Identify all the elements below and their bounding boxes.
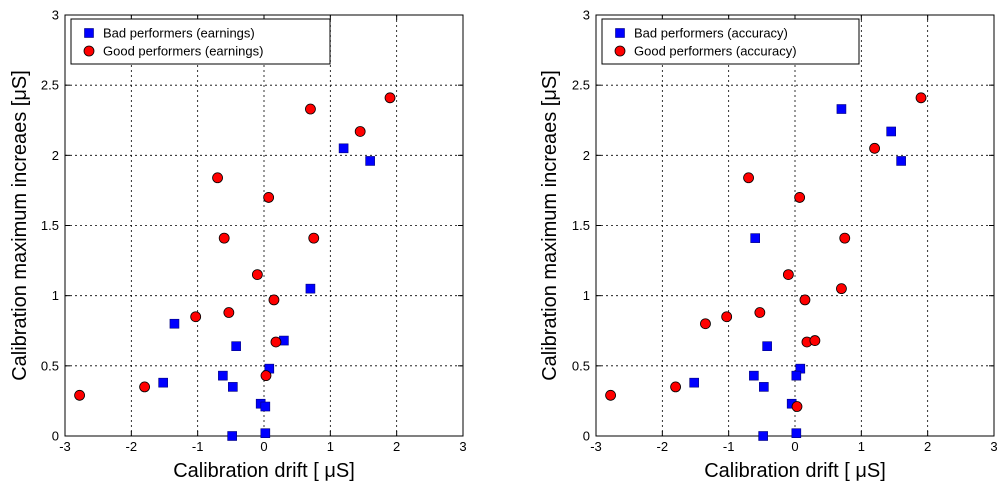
data-point-square bbox=[758, 431, 768, 441]
data-point-circle bbox=[74, 389, 85, 401]
x-tick-label: -1 bbox=[723, 439, 735, 454]
data-point-square bbox=[260, 401, 271, 412]
x-tick-label: 2 bbox=[393, 439, 400, 454]
y-tick-label: 2 bbox=[583, 148, 590, 163]
data-point-circle bbox=[605, 389, 616, 401]
legend-box bbox=[601, 18, 860, 65]
data-point-square bbox=[689, 377, 699, 388]
legend-entry-label: Good performers (earnings) bbox=[103, 44, 263, 59]
data-point-circle bbox=[270, 336, 282, 348]
data-point-square bbox=[791, 370, 802, 381]
data-point-circle bbox=[354, 126, 366, 137]
data-point-circle bbox=[223, 307, 235, 318]
data-point-circle bbox=[809, 335, 821, 346]
data-point-square bbox=[836, 104, 847, 114]
data-point-square bbox=[227, 431, 237, 441]
x-tick-label: 1 bbox=[858, 439, 865, 454]
data-point-square bbox=[260, 428, 271, 438]
y-tick-label: 1.5 bbox=[41, 218, 59, 233]
data-point-square bbox=[791, 428, 802, 438]
data-point-circle bbox=[869, 142, 880, 154]
data-point-square bbox=[886, 126, 896, 137]
data-point-circle bbox=[915, 92, 927, 104]
data-point-square bbox=[749, 370, 759, 381]
x-tick-label: -3 bbox=[59, 439, 71, 454]
data-point-square bbox=[896, 156, 906, 166]
y-tick-label: 2 bbox=[52, 148, 59, 163]
legend: Bad performers (accuracy) Good performers… bbox=[601, 18, 860, 65]
y-tick-label: 0 bbox=[583, 429, 590, 444]
x-tick-label: 0 bbox=[791, 439, 798, 454]
x-tick-label: 3 bbox=[990, 439, 997, 454]
y-tick-label: 2.5 bbox=[41, 78, 59, 93]
x-tick-label: -2 bbox=[126, 439, 138, 454]
y-axis-label: Calibration maximum increaes [μS] bbox=[9, 70, 31, 381]
data-point-circle bbox=[700, 318, 711, 330]
data-point-circle bbox=[794, 192, 806, 203]
data-point-circle bbox=[799, 294, 811, 306]
data-point-square bbox=[750, 233, 761, 243]
left-scatter-plot: -3 -2 -1 0 1 2 3 0 0.5 1 1.5 2 2.5 3 Calibration drift… bbox=[9, 8, 467, 483]
legend: Bad performers (earnings) Good performers… bbox=[70, 18, 331, 65]
y-tick-label: 0.5 bbox=[572, 358, 590, 373]
data-point-circle bbox=[836, 283, 847, 295]
data-point-square bbox=[158, 377, 168, 388]
data-point-circle bbox=[782, 269, 794, 281]
legend-marker-square bbox=[84, 28, 94, 38]
data-point-square bbox=[228, 382, 238, 392]
right-scatter-plot: -3 -2 -1 0 1 2 3 0 0.5 1 1.5 2 2.5 3 Calibration drift… bbox=[539, 8, 998, 483]
x-tick-label: 0 bbox=[260, 439, 267, 454]
data-point-square bbox=[759, 382, 769, 392]
data-point-circle bbox=[212, 172, 223, 184]
data-point-circle bbox=[839, 232, 851, 244]
data-point-circle bbox=[308, 232, 320, 244]
y-tick-label: 1.5 bbox=[572, 218, 590, 233]
x-tick-label: 2 bbox=[924, 439, 931, 454]
x-axis-label: Calibration drift [ μS] bbox=[173, 460, 355, 482]
data-point-circle bbox=[754, 307, 766, 318]
data-point-circle bbox=[139, 381, 151, 393]
y-tick-label: 1 bbox=[52, 288, 59, 303]
x-tick-label: -3 bbox=[590, 439, 602, 454]
data-point-circle bbox=[190, 311, 202, 323]
data-point-square bbox=[762, 341, 772, 351]
y-axis-label: Calibration maximum increaes [μS] bbox=[539, 70, 561, 381]
data-point-circle bbox=[305, 103, 316, 115]
data-point-circle bbox=[743, 172, 754, 184]
y-tick-label: 0.5 bbox=[41, 358, 59, 373]
x-tick-label: -2 bbox=[657, 439, 669, 454]
data-point-square bbox=[305, 283, 316, 294]
legend-entry-label: Good performers (accuracy) bbox=[634, 44, 797, 59]
data-point-square bbox=[218, 370, 228, 381]
x-tick-label: 3 bbox=[459, 439, 466, 454]
data-point-circle bbox=[218, 232, 230, 244]
x-axis-label: Calibration drift [ μS] bbox=[704, 460, 886, 482]
legend-marker-circle bbox=[614, 45, 626, 57]
y-tick-label: 0 bbox=[52, 429, 59, 444]
data-point-circle bbox=[384, 92, 396, 104]
legend-marker-circle bbox=[83, 45, 95, 57]
y-tick-label: 3 bbox=[52, 8, 59, 23]
data-point-circle bbox=[260, 370, 272, 382]
data-point-square bbox=[365, 156, 375, 166]
legend-entry-label: Bad performers (accuracy) bbox=[634, 26, 788, 41]
data-point-circle bbox=[268, 294, 280, 306]
x-tick-label: 1 bbox=[327, 439, 334, 454]
y-tick-label: 1 bbox=[583, 288, 590, 303]
data-point-circle bbox=[251, 269, 263, 281]
data-point-circle bbox=[721, 311, 733, 323]
data-point-square bbox=[338, 143, 349, 154]
legend-box bbox=[70, 18, 331, 65]
y-tick-label: 2.5 bbox=[572, 78, 590, 93]
data-point-square bbox=[231, 341, 241, 351]
x-tick-label: -1 bbox=[192, 439, 204, 454]
y-tick-label: 3 bbox=[583, 8, 590, 23]
legend-marker-square bbox=[615, 28, 625, 38]
data-point-circle bbox=[670, 381, 681, 393]
data-point-circle bbox=[791, 401, 803, 412]
data-point-square bbox=[169, 318, 180, 329]
data-point-circle bbox=[263, 192, 275, 203]
legend-entry-label: Bad performers (earnings) bbox=[103, 26, 255, 41]
